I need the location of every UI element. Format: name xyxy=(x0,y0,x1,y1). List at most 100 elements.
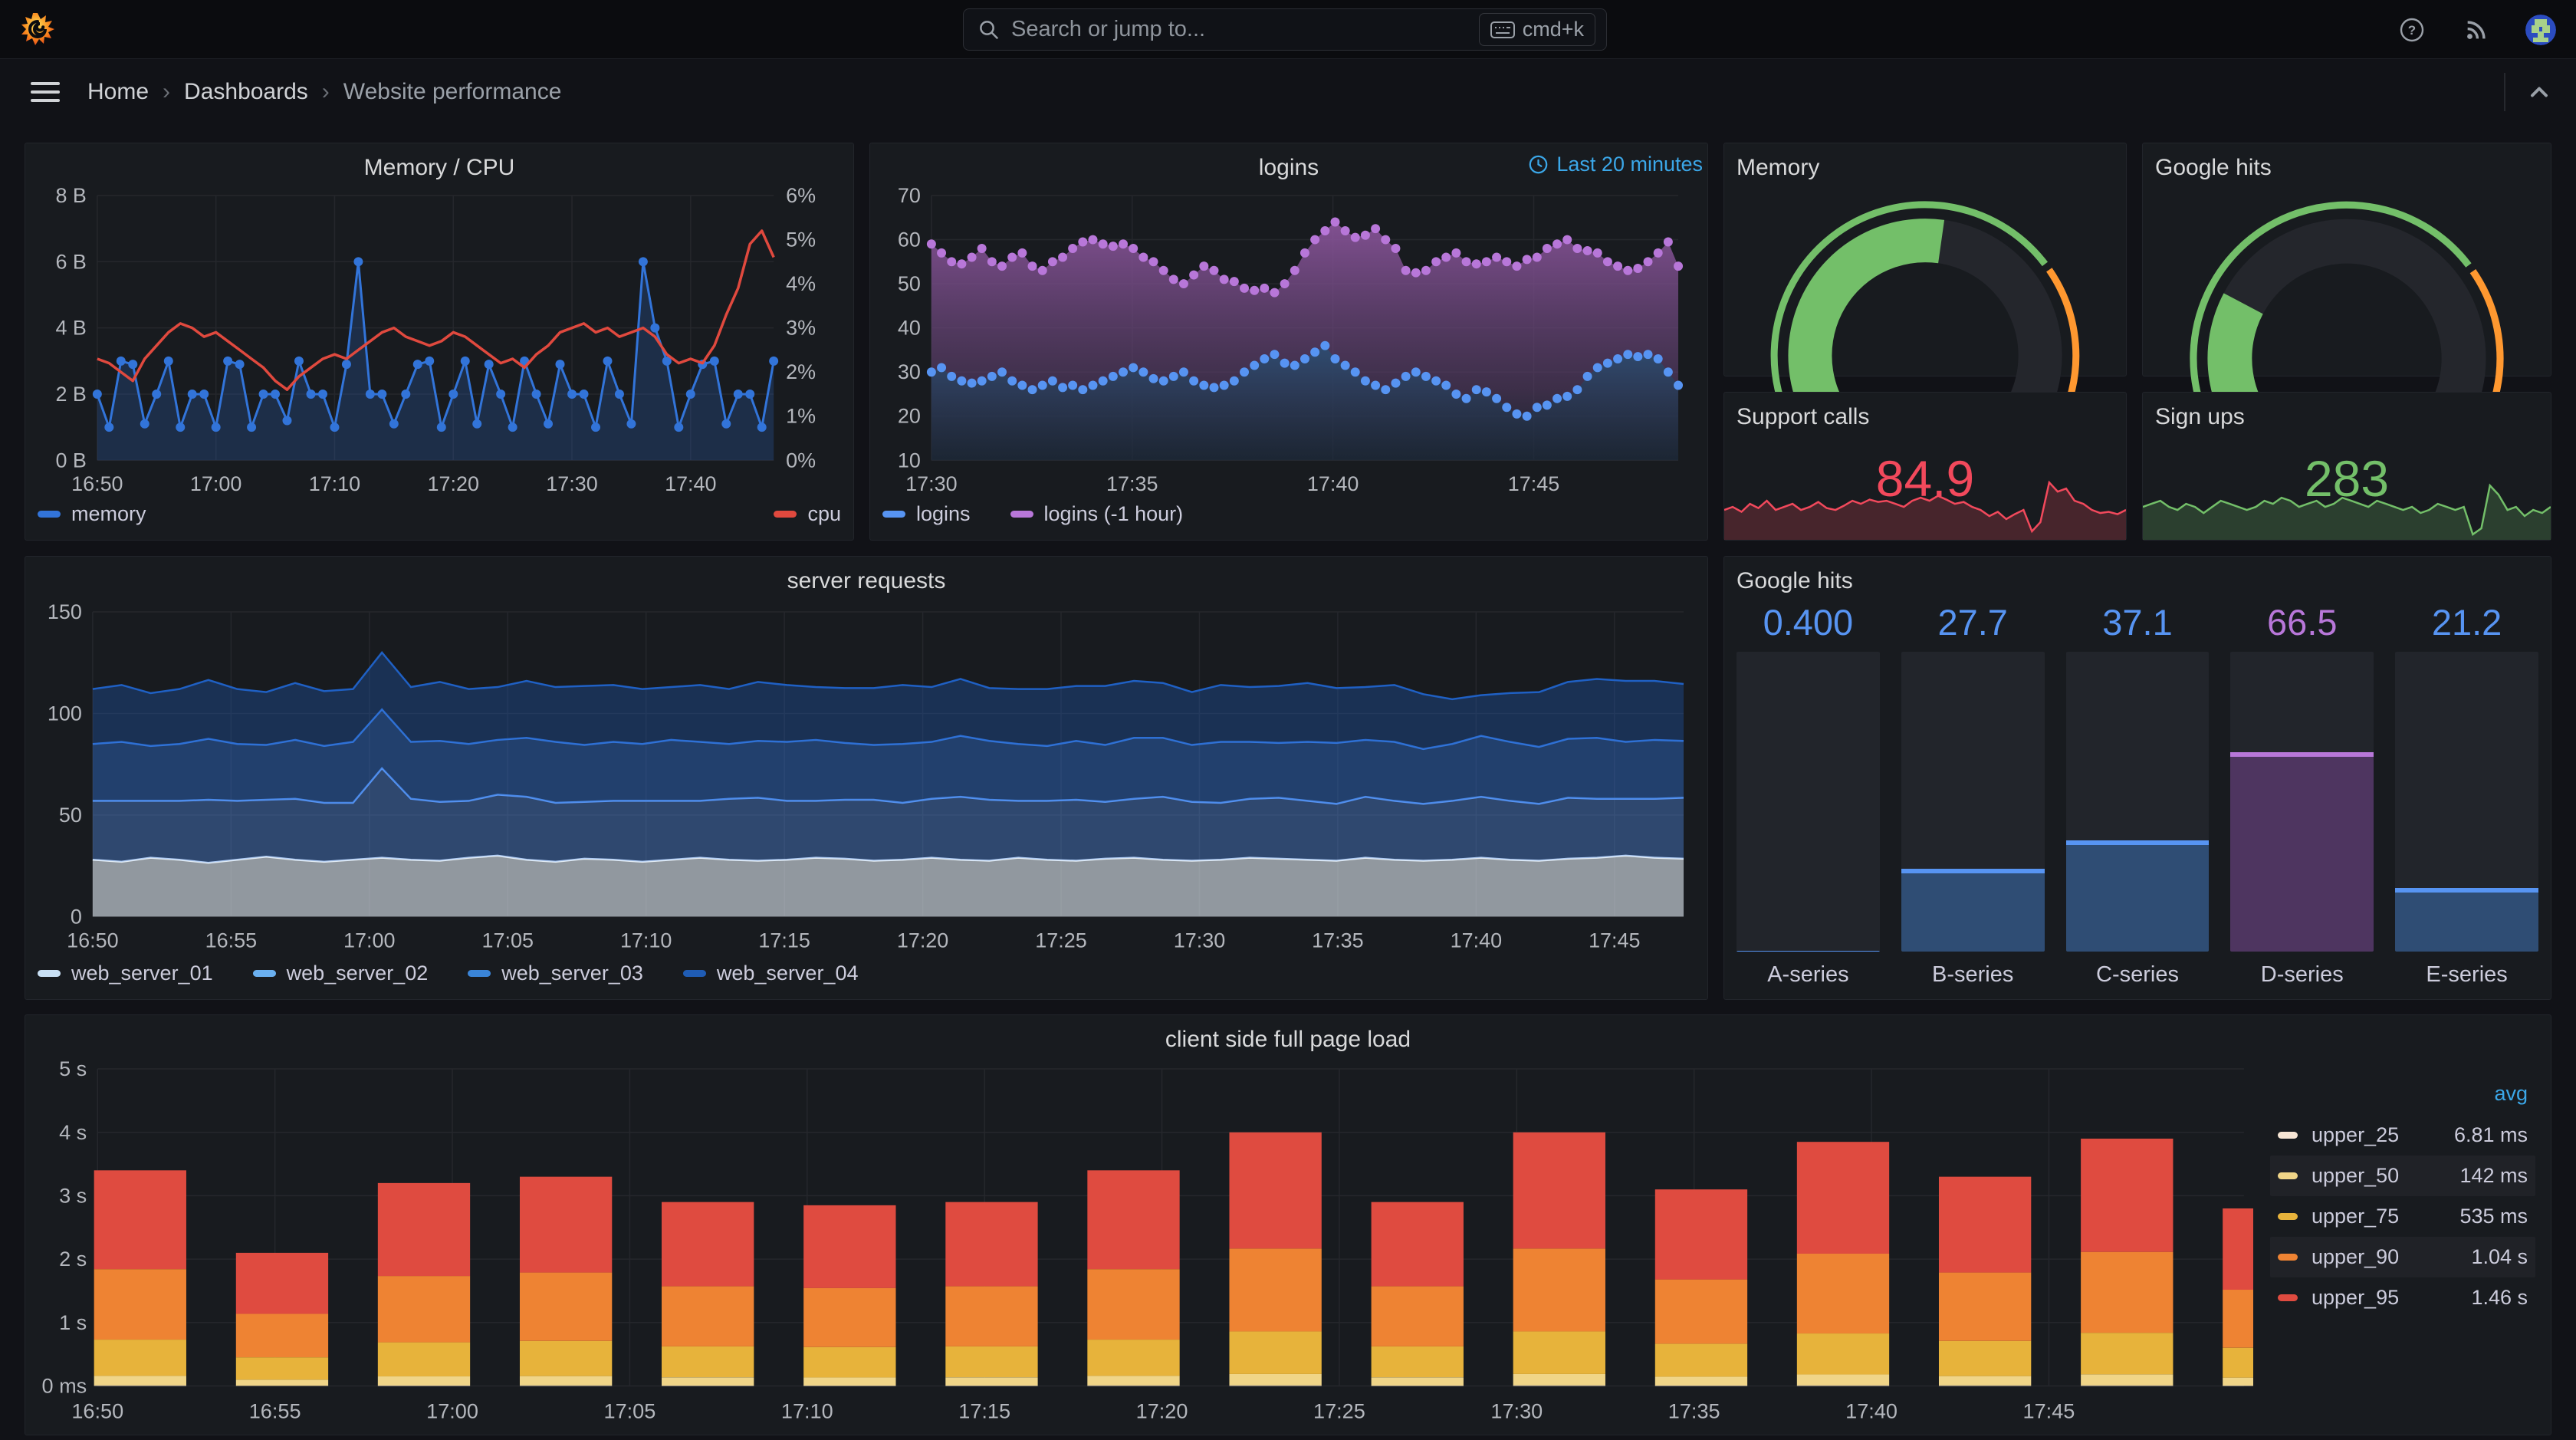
panel-memory-cpu: Memory / CPU 16:50 17:00 17:10 17:20 17:30 17… xyxy=(25,143,854,541)
legend-item-server-1[interactable]: web_server_02 xyxy=(252,962,428,985)
bar-gauge-cap xyxy=(2395,888,2538,893)
collapse-chevron-up-icon[interactable] xyxy=(2525,78,2553,106)
panel-title-gauge-memory[interactable]: Memory xyxy=(1737,155,1820,180)
search-input[interactable]: Search or jump to... cmd+k xyxy=(963,8,1607,51)
legend-item-pageload-upper_95[interactable]: upper_95 1.46 s xyxy=(2270,1277,2535,1318)
legend-item-server-2[interactable]: web_server_03 xyxy=(468,962,643,985)
legend-item-pageload-upper_25[interactable]: upper_25 6.81 ms xyxy=(2270,1115,2535,1156)
breadcrumb-home[interactable]: Home xyxy=(87,79,150,104)
grafana-logo[interactable] xyxy=(20,12,55,47)
bar-gauge-track xyxy=(2395,652,2538,952)
dashboard-canvas: Memory / CPU 16:50 17:00 17:10 17:20 17:30 17… xyxy=(25,143,2551,1435)
search-placeholder: Search or jump to... xyxy=(1011,17,1206,41)
panel-title-google-hits-bars[interactable]: Google hits xyxy=(1737,568,1853,593)
news-button[interactable] xyxy=(2461,15,2492,45)
bar-gauge-fill xyxy=(2395,888,2538,952)
breadcrumb-current: Website performance xyxy=(343,79,562,104)
logins-chart[interactable]: 17:30 17:35 17:40 17:45 10 20 30 40 50 60 70 xyxy=(882,185,1695,498)
svg-text:10: 10 xyxy=(898,449,921,472)
time-range-link[interactable]: Last 20 minutes xyxy=(1528,153,1703,176)
svg-text:17:40: 17:40 xyxy=(1307,472,1359,495)
legend-label: upper_95 xyxy=(2312,1286,2400,1309)
bar-gauge-value: 37.1 xyxy=(2102,602,2173,643)
svg-text:100: 100 xyxy=(48,702,82,725)
legend-sort-avg[interactable]: avg xyxy=(2494,1082,2528,1105)
svg-text:17:40: 17:40 xyxy=(665,472,716,495)
legend-item-mc-0[interactable]: memory xyxy=(38,502,146,526)
page-load-chart[interactable]: 16:50 16:55 17:00 17:05 17:10 17:15 17:20 17:25… xyxy=(38,1057,2253,1425)
bar-gauge-column-A-series: 0.400 A-series xyxy=(1737,601,1880,990)
legend-item-server-3[interactable]: web_server_04 xyxy=(682,962,859,985)
search-icon xyxy=(980,20,999,39)
legend-label: logins (-1 hour) xyxy=(1043,502,1184,526)
bar-gauge-value: 66.5 xyxy=(2267,602,2338,643)
legend-label: memory xyxy=(71,502,146,526)
svg-text:17:30: 17:30 xyxy=(1174,929,1225,952)
svg-text:17:40: 17:40 xyxy=(1451,929,1502,952)
legend-label: upper_50 xyxy=(2312,1164,2400,1187)
svg-text:17:20: 17:20 xyxy=(897,929,948,952)
bar-gauge-cap xyxy=(2230,752,2374,758)
legend-swatch xyxy=(2278,1254,2298,1261)
bar-gauge-label: D-series xyxy=(2260,962,2344,988)
legend-item-pageload-upper_90[interactable]: upper_90 1.04 s xyxy=(2270,1237,2535,1277)
legend-item-pageload-upper_50[interactable]: upper_50 142 ms xyxy=(2270,1156,2535,1196)
svg-text:17:30: 17:30 xyxy=(1490,1399,1543,1423)
bar-gauge-cap xyxy=(1737,950,1880,952)
bar-gauge-value: 27.7 xyxy=(1937,602,2008,643)
svg-text:3%: 3% xyxy=(786,317,816,340)
panel-title-sign-ups[interactable]: Sign ups xyxy=(2155,404,2245,429)
svg-text:17:25: 17:25 xyxy=(1035,929,1086,952)
svg-text:2%: 2% xyxy=(786,360,816,383)
svg-text:?: ? xyxy=(2408,23,2416,38)
svg-text:16:50: 16:50 xyxy=(71,1399,123,1423)
breadcrumb-dashboards[interactable]: Dashboards xyxy=(184,79,308,104)
legend-item-pageload-upper_75[interactable]: upper_75 535 ms xyxy=(2270,1196,2535,1237)
svg-text:40: 40 xyxy=(898,317,921,340)
legend-avg-value: 1.46 s xyxy=(2471,1286,2528,1309)
panel-title-memory-cpu[interactable]: Memory / CPU xyxy=(363,155,515,180)
panel-title-gauge-google-hits[interactable]: Google hits xyxy=(2155,155,2272,180)
legend-item-logins-0[interactable]: logins xyxy=(882,502,971,526)
panel-title-logins[interactable]: logins xyxy=(1258,155,1319,180)
avatar-image xyxy=(2525,14,2556,45)
breadcrumb-row: Home › Dashboards › Website performance xyxy=(0,60,2576,124)
keyboard-icon xyxy=(1490,21,1515,38)
legend-item-logins-1[interactable]: logins (-1 hour) xyxy=(1010,502,1184,526)
user-avatar[interactable] xyxy=(2525,14,2556,45)
top-navigation-bar: Search or jump to... cmd+k ? xyxy=(0,0,2576,59)
bar-gauge-label: B-series xyxy=(1932,962,2014,988)
legend-swatch xyxy=(38,511,61,518)
menu-toggle-button[interactable] xyxy=(31,77,60,107)
svg-text:50: 50 xyxy=(898,272,921,295)
svg-text:16:50: 16:50 xyxy=(71,472,123,495)
svg-text:6%: 6% xyxy=(786,185,816,207)
bar-gauge-column-E-series: 21.2 E-series xyxy=(2395,601,2538,990)
bar-gauge-column-C-series: 37.1 C-series xyxy=(2065,601,2210,990)
breadcrumb-separator: › xyxy=(163,79,171,104)
legend-swatch xyxy=(252,969,276,977)
bar-gauge-value: 0.400 xyxy=(1763,602,1854,643)
svg-text:17:20: 17:20 xyxy=(428,472,479,495)
legend-avg-value: 142 ms xyxy=(2459,1164,2528,1187)
panel-title-server-requests[interactable]: server requests xyxy=(787,568,946,593)
support-calls-value: 84.9 xyxy=(1875,450,1975,508)
svg-text:17:40: 17:40 xyxy=(1845,1399,1898,1423)
sign-ups-sparkline xyxy=(2143,469,2551,540)
legend-item-mc-1[interactable]: cpu xyxy=(774,502,841,526)
svg-text:30: 30 xyxy=(898,360,921,383)
server-requests-chart[interactable]: 16:50 16:55 17:00 17:05 17:10 17:15 17:20 17:25… xyxy=(38,598,1695,956)
rss-icon xyxy=(2467,20,2486,39)
panel-title-page-load[interactable]: client side full page load xyxy=(1165,1027,1411,1052)
legend-avg-value: 6.81 ms xyxy=(2453,1123,2528,1146)
svg-text:16:50: 16:50 xyxy=(67,929,118,952)
help-icon: ? xyxy=(2400,18,2424,41)
memory-cpu-chart[interactable]: 16:50 17:00 17:10 17:20 17:30 17:40 0 B 2 B 4 B 6… xyxy=(38,185,841,498)
help-button[interactable]: ? xyxy=(2397,15,2427,45)
panel-sign-ups: Sign ups 283 xyxy=(2142,392,2551,541)
panel-title-support-calls[interactable]: Support calls xyxy=(1737,404,1870,429)
legend-item-server-0[interactable]: web_server_01 xyxy=(38,962,213,985)
svg-text:17:25: 17:25 xyxy=(1313,1399,1365,1423)
legend-label: web_server_01 xyxy=(71,961,213,985)
memory-cpu-legend: memory cpu xyxy=(38,498,841,531)
